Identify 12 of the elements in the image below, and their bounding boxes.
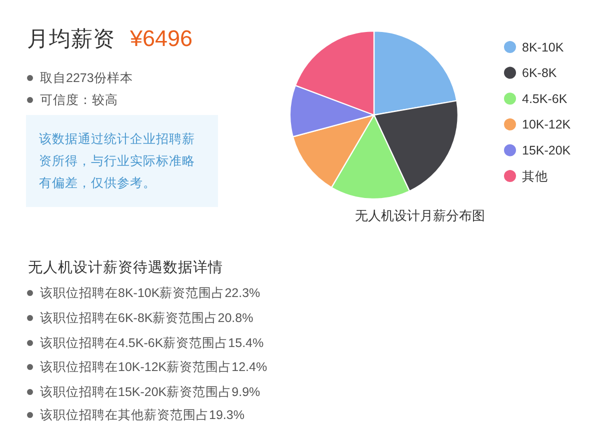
annotation: 该职位招聘在8K-10K薪资范围占22.3%	[40, 285, 260, 302]
annotation: 该职位招聘在4.5K-6K薪资范围占15.4%	[40, 335, 264, 352]
annotation: 无人机设计薪资待遇数据详情	[28, 258, 223, 278]
annotation: 月均薪资	[27, 26, 115, 53]
annotation: 该职位招聘在15K-20K薪资范围占9.9%	[40, 384, 260, 401]
annotation: 该职位招聘在10K-12K薪资范围占12.4%	[40, 359, 268, 376]
annotation: 该职位招聘在其他薪资范围占19.3%	[40, 407, 244, 424]
annotation: ¥6496	[130, 25, 193, 53]
annotation: 取自2273份样本	[40, 70, 133, 87]
annotation: 该数据通过统计企业招聘薪资所得，与行业实际标准略有偏差，仅供参考。	[39, 131, 196, 192]
annotation: 该职位招聘在6K-8K薪资范围占20.8%	[40, 310, 254, 327]
annotation: 可信度：较高	[40, 92, 118, 109]
